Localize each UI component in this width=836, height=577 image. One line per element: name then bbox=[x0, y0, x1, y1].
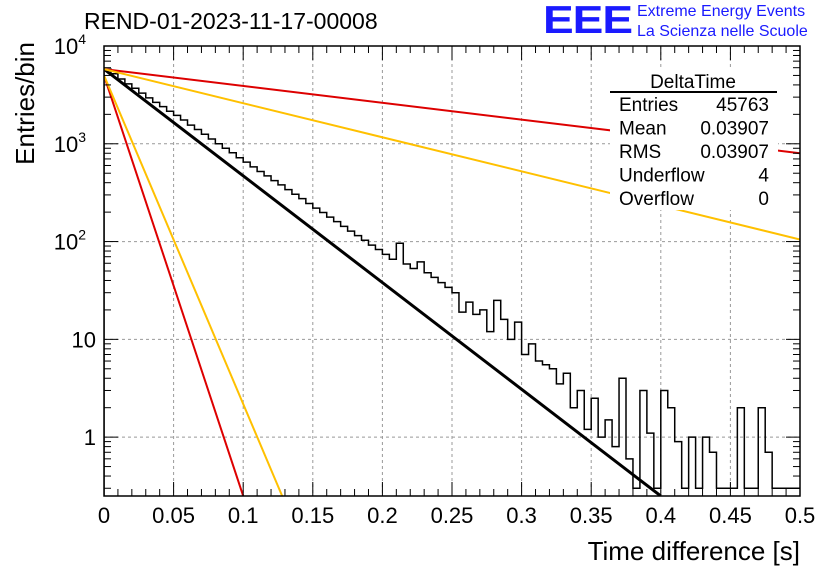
x-tick-label: 0.15 bbox=[291, 503, 334, 528]
exponential-fit-line bbox=[104, 67, 662, 496]
x-tick-label: 0.4 bbox=[646, 503, 677, 528]
x-axis-title: Time difference [s] bbox=[588, 536, 800, 566]
stats-value: 0 bbox=[758, 189, 769, 210]
y-tick-label: 1 bbox=[84, 425, 96, 450]
x-tick-label: 0.05 bbox=[152, 503, 195, 528]
stats-box-bg bbox=[610, 70, 778, 210]
x-tick-label: 0.1 bbox=[228, 503, 259, 528]
run-title: REND-01-2023-11-17-00008 bbox=[84, 8, 378, 34]
y-axis-title: Entries/bin bbox=[10, 42, 40, 165]
x-tick-label: 0.45 bbox=[709, 503, 752, 528]
stats-value: 4 bbox=[758, 166, 769, 187]
y-tick-label: 104 bbox=[54, 31, 86, 59]
stats-label: RMS bbox=[619, 142, 661, 163]
logo-subtitle-2: La Scienza nelle Scuole bbox=[637, 23, 808, 40]
logo-subtitle-1: Extreme Energy Events bbox=[637, 3, 806, 20]
reference-line-2 bbox=[104, 68, 800, 241]
stats-value: 0.03907 bbox=[700, 142, 769, 163]
stats-label: Mean bbox=[619, 119, 667, 140]
reference-line-3 bbox=[104, 75, 245, 496]
y-tick-exponent: 4 bbox=[78, 31, 86, 47]
x-tick-label: 0.2 bbox=[367, 503, 398, 528]
stats-value: 45763 bbox=[716, 95, 769, 116]
y-tick-label: 102 bbox=[54, 227, 86, 255]
x-tick-label: 0.25 bbox=[431, 503, 474, 528]
y-tick-exponent: 3 bbox=[78, 129, 86, 145]
stats-label: Overflow bbox=[619, 189, 694, 210]
reference-line-4 bbox=[104, 75, 284, 496]
x-tick-label: 0 bbox=[98, 503, 110, 528]
eee-logo: EEE bbox=[543, 0, 633, 42]
x-tick-label: 0.3 bbox=[506, 503, 537, 528]
stats-label: Entries bbox=[619, 95, 678, 116]
y-tick-exponent: 2 bbox=[78, 227, 86, 243]
y-tick-label: 103 bbox=[54, 129, 86, 157]
stats-value: 0.03907 bbox=[700, 119, 769, 140]
stats-label: Underflow bbox=[619, 166, 705, 187]
y-tick-label: 10 bbox=[72, 327, 96, 352]
stats-name: DeltaTime bbox=[650, 72, 736, 93]
histogram-bars bbox=[104, 68, 800, 496]
x-tick-label: 0.5 bbox=[785, 503, 816, 528]
x-tick-label: 0.35 bbox=[570, 503, 613, 528]
